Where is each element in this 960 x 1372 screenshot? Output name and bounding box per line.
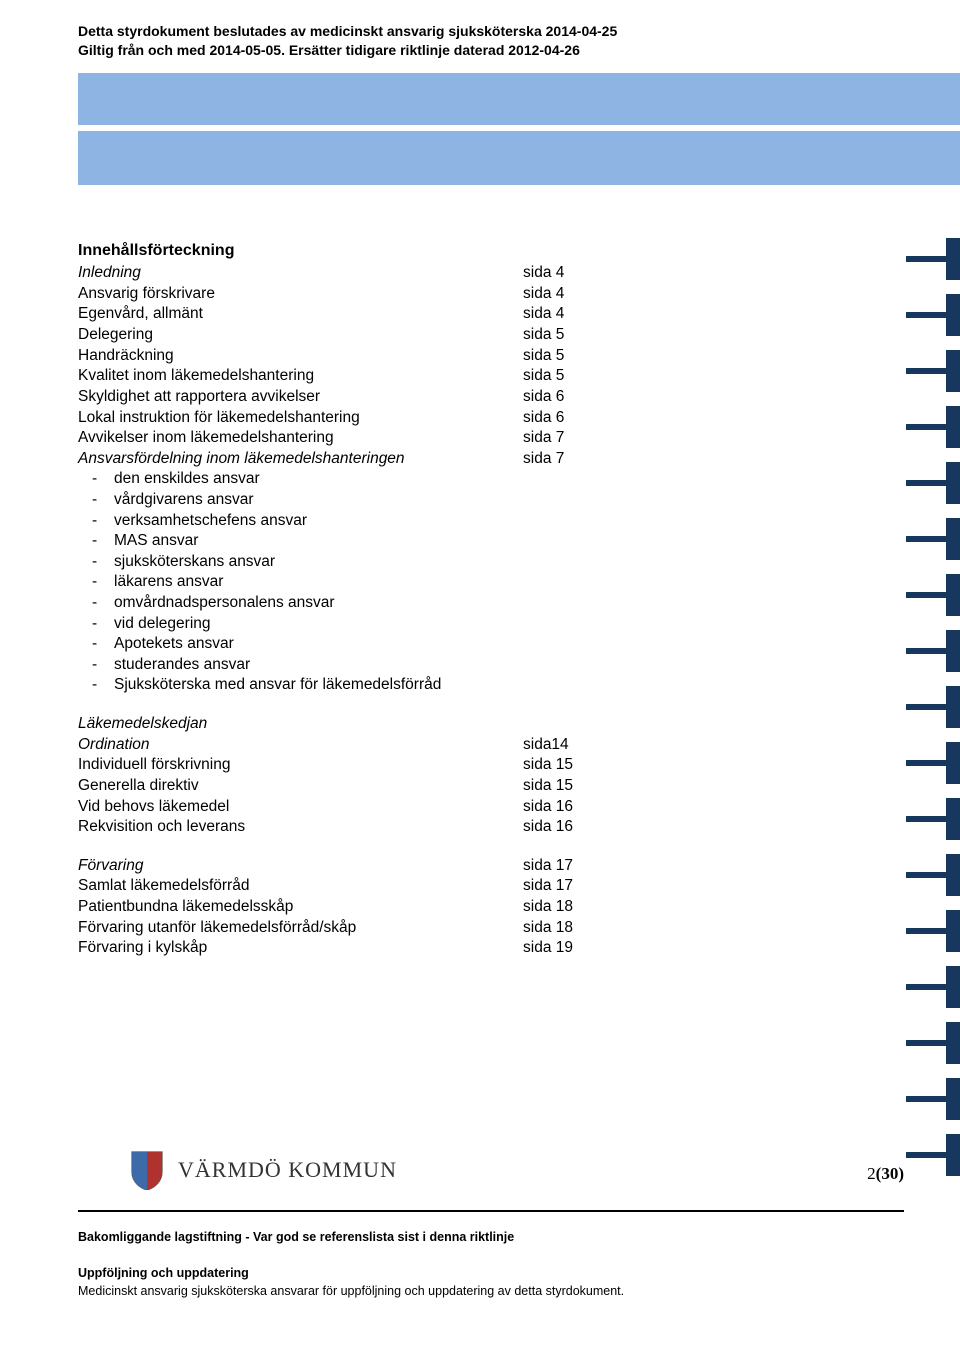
rail-cross <box>906 592 960 598</box>
header-line-1: Detta styrdokument beslutades av medicin… <box>78 22 617 41</box>
toc-row-page: sida 19 <box>523 938 573 959</box>
header-band-1 <box>78 73 960 125</box>
rail-cross <box>906 424 960 430</box>
page-root: Detta styrdokument beslutades av medicin… <box>0 0 960 1372</box>
rail-cross <box>906 648 960 654</box>
rail-cross <box>906 536 960 542</box>
toc-sub-item: läkarens ansvar <box>114 572 778 593</box>
footer-logo: VÄRMDÖ KOMMUN <box>130 1150 397 1190</box>
toc-row-page: sida 15 <box>523 755 573 776</box>
toc-row-label: Generella direktiv <box>78 776 523 797</box>
toc-row-label: Förvaring utanför läkemedelsförråd/skåp <box>78 918 523 939</box>
toc-sub-item: Apotekets ansvar <box>114 634 778 655</box>
toc-content: Innehållsförteckning Inledningsida 4 Ans… <box>78 240 778 977</box>
toc-row-label: Skyldighet att rapportera avvikelser <box>78 387 523 408</box>
toc-row-label: Avvikelser inom läkemedelshantering <box>78 428 523 449</box>
rail-cross <box>906 256 960 262</box>
toc-section-3: Förvaringsida 17 Samlat läkemedelsförråd… <box>78 856 778 959</box>
rail-cross <box>906 816 960 822</box>
footer-line-1: Bakomliggande lagstiftning - Var god se … <box>78 1228 878 1246</box>
spacer <box>78 1246 878 1264</box>
toc-row-page: sida 17 <box>523 876 573 897</box>
toc-row-label: Inledning <box>78 263 523 284</box>
toc-section-2-title: Läkemedelskedjan <box>78 714 778 735</box>
footer-line-3: Medicinskt ansvarig sjuksköterska ansvar… <box>78 1282 878 1300</box>
rail-cross <box>906 704 960 710</box>
toc-row-label: Ordination <box>78 735 523 756</box>
toc-row-label: Kvalitet inom läkemedelshantering <box>78 366 523 387</box>
header-bands <box>78 73 960 185</box>
toc-row-page: sida 17 <box>523 856 573 877</box>
toc-row-page: sida 7 <box>523 449 564 470</box>
header-band-2 <box>78 131 960 185</box>
toc-row-label: Patientbundna läkemedelsskåp <box>78 897 523 918</box>
toc-sub-item: omvårdnadspersonalens ansvar <box>114 593 778 614</box>
toc-row-page: sida14 <box>523 735 569 756</box>
rail-cross <box>906 1040 960 1046</box>
toc-sub-item: verksamhetschefens ansvar <box>114 511 778 532</box>
toc-section-2: Läkemedelskedjan Ordinationsida14 Indivi… <box>78 714 778 838</box>
rail-cross <box>906 1096 960 1102</box>
toc-section-1: Inledningsida 4 Ansvarig förskrivaresida… <box>78 263 778 696</box>
toc-row-page: sida 18 <box>523 918 573 939</box>
header-line-2: Giltig från och med 2014-05-05. Ersätter… <box>78 41 617 60</box>
toc-row-label: Egenvård, allmänt <box>78 304 523 325</box>
toc-row-label: Ansvarsfördelning inom läkemedelshanteri… <box>78 449 523 470</box>
footer-line-2: Uppföljning och uppdatering <box>78 1264 878 1282</box>
toc-row-page: sida 5 <box>523 346 564 367</box>
toc-sub-item: sjuksköterskans ansvar <box>114 552 778 573</box>
toc-row-label: Delegering <box>78 325 523 346</box>
toc-sub-item: MAS ansvar <box>114 531 778 552</box>
toc-row-page: sida 16 <box>523 797 573 818</box>
toc-sub-item: vårdgivarens ansvar <box>114 490 778 511</box>
toc-row-page: sida 7 <box>523 428 564 449</box>
rail-cross <box>906 760 960 766</box>
page-number: 2(30) <box>867 1164 904 1184</box>
toc-row-page: sida 4 <box>523 304 564 325</box>
toc-sublist: den enskildes ansvar vårdgivarens ansvar… <box>114 469 778 696</box>
toc-row-label: Samlat läkemedelsförråd <box>78 876 523 897</box>
toc-row-page: sida 5 <box>523 325 564 346</box>
page-total: 30 <box>881 1164 898 1183</box>
toc-sub-item: den enskildes ansvar <box>114 469 778 490</box>
footer-text: Bakomliggande lagstiftning - Var god se … <box>78 1228 878 1300</box>
rail-cross <box>906 368 960 374</box>
logo-text: VÄRMDÖ KOMMUN <box>178 1157 397 1183</box>
rail-cross <box>906 1152 960 1158</box>
toc-row-page: sida 15 <box>523 776 573 797</box>
toc-row-label: Förvaring i kylskåp <box>78 938 523 959</box>
rail-cross <box>906 928 960 934</box>
rail-cross <box>906 984 960 990</box>
toc-row-page: sida 6 <box>523 408 564 429</box>
toc-sub-item: vid delegering <box>114 614 778 635</box>
toc-row-label: Förvaring <box>78 856 523 877</box>
toc-title: Innehållsförteckning <box>78 240 778 261</box>
toc-row-page: sida 4 <box>523 263 564 284</box>
footer-separator <box>78 1210 904 1212</box>
toc-row-page: sida 16 <box>523 817 573 838</box>
toc-row-label: Handräckning <box>78 346 523 367</box>
toc-row-label: Rekvisition och leverans <box>78 817 523 838</box>
page-sep-close: ) <box>898 1164 904 1183</box>
page-current: 2 <box>867 1164 876 1183</box>
shield-icon <box>130 1150 164 1190</box>
toc-row-page: sida 6 <box>523 387 564 408</box>
toc-row-label: Ansvarig förskrivare <box>78 284 523 305</box>
toc-row-label: Lokal instruktion för läkemedelshanterin… <box>78 408 523 429</box>
rail-cross <box>906 312 960 318</box>
toc-row-label: Vid behovs läkemedel <box>78 797 523 818</box>
toc-sub-item: studerandes ansvar <box>114 655 778 676</box>
toc-row-page: sida 5 <box>523 366 564 387</box>
toc-row-label: Individuell förskrivning <box>78 755 523 776</box>
rail-cross <box>906 872 960 878</box>
rail-cross <box>906 480 960 486</box>
toc-row-page: sida 4 <box>523 284 564 305</box>
toc-sub-item: Sjuksköterska med ansvar för läkemedelsf… <box>114 675 778 696</box>
header-note: Detta styrdokument beslutades av medicin… <box>78 22 617 60</box>
toc-row-page: sida 18 <box>523 897 573 918</box>
